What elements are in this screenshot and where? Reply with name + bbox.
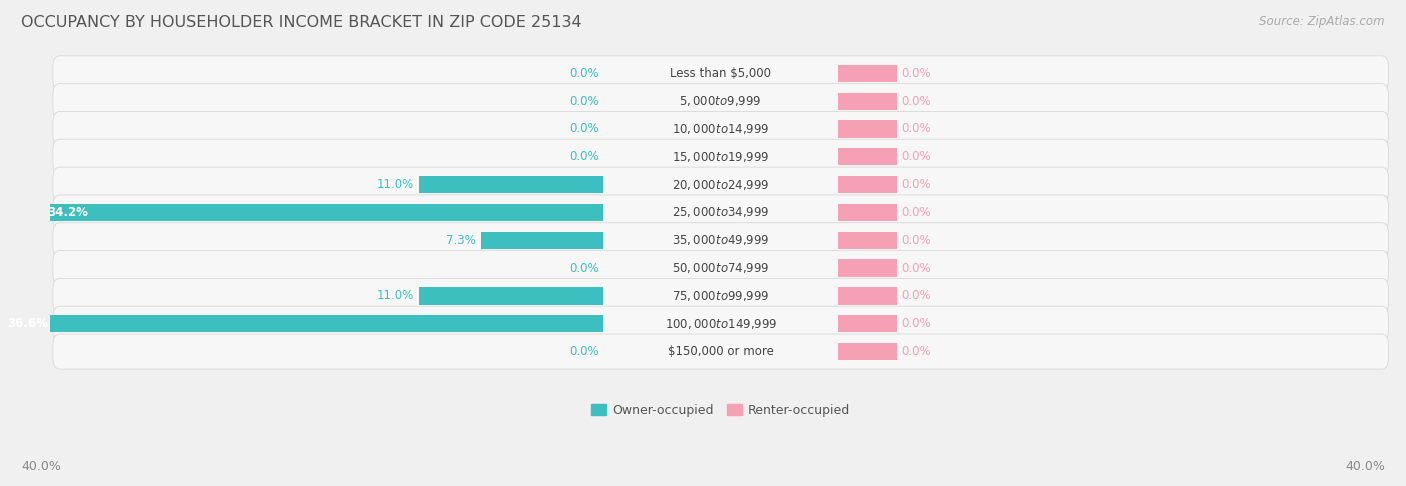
- FancyBboxPatch shape: [53, 111, 1389, 146]
- Bar: [838, 232, 897, 249]
- Text: 0.0%: 0.0%: [901, 345, 931, 358]
- Bar: [838, 260, 897, 277]
- Text: 0.0%: 0.0%: [901, 317, 931, 330]
- FancyBboxPatch shape: [53, 84, 1389, 119]
- Bar: [838, 343, 897, 360]
- Text: 0.0%: 0.0%: [901, 289, 931, 302]
- Bar: [419, 176, 603, 193]
- Text: 0.0%: 0.0%: [901, 122, 931, 136]
- Text: 34.2%: 34.2%: [46, 206, 89, 219]
- Text: $20,000 to $24,999: $20,000 to $24,999: [672, 177, 769, 191]
- FancyBboxPatch shape: [53, 278, 1389, 313]
- Text: $100,000 to $149,999: $100,000 to $149,999: [665, 317, 778, 330]
- Text: $75,000 to $99,999: $75,000 to $99,999: [672, 289, 769, 303]
- Text: 40.0%: 40.0%: [21, 460, 60, 473]
- Bar: [0, 315, 603, 332]
- Text: Less than $5,000: Less than $5,000: [671, 67, 772, 80]
- FancyBboxPatch shape: [53, 251, 1389, 286]
- Bar: [838, 204, 897, 221]
- Bar: [838, 121, 897, 138]
- Text: 0.0%: 0.0%: [901, 178, 931, 191]
- Text: $150,000 or more: $150,000 or more: [668, 345, 773, 358]
- Text: OCCUPANCY BY HOUSEHOLDER INCOME BRACKET IN ZIP CODE 25134: OCCUPANCY BY HOUSEHOLDER INCOME BRACKET …: [21, 15, 582, 30]
- Text: 11.0%: 11.0%: [377, 289, 413, 302]
- FancyBboxPatch shape: [53, 223, 1389, 258]
- Text: 11.0%: 11.0%: [377, 178, 413, 191]
- Text: 0.0%: 0.0%: [901, 206, 931, 219]
- FancyBboxPatch shape: [53, 195, 1389, 230]
- Bar: [481, 232, 603, 249]
- Text: 40.0%: 40.0%: [1346, 460, 1385, 473]
- Text: 36.6%: 36.6%: [7, 317, 48, 330]
- Text: 7.3%: 7.3%: [446, 234, 477, 247]
- Legend: Owner-occupied, Renter-occupied: Owner-occupied, Renter-occupied: [586, 399, 855, 422]
- Text: 0.0%: 0.0%: [901, 150, 931, 163]
- Bar: [838, 92, 897, 110]
- Text: 0.0%: 0.0%: [901, 67, 931, 80]
- Text: 0.0%: 0.0%: [901, 234, 931, 247]
- Text: $25,000 to $34,999: $25,000 to $34,999: [672, 206, 769, 220]
- Bar: [838, 315, 897, 332]
- Text: $15,000 to $19,999: $15,000 to $19,999: [672, 150, 769, 164]
- Text: Source: ZipAtlas.com: Source: ZipAtlas.com: [1260, 15, 1385, 28]
- FancyBboxPatch shape: [53, 334, 1389, 369]
- FancyBboxPatch shape: [53, 167, 1389, 202]
- Text: 0.0%: 0.0%: [569, 261, 599, 275]
- FancyBboxPatch shape: [53, 306, 1389, 341]
- Bar: [419, 287, 603, 305]
- Text: 0.0%: 0.0%: [569, 122, 599, 136]
- Text: $10,000 to $14,999: $10,000 to $14,999: [672, 122, 769, 136]
- Bar: [31, 204, 603, 221]
- Text: $50,000 to $74,999: $50,000 to $74,999: [672, 261, 769, 275]
- Text: $5,000 to $9,999: $5,000 to $9,999: [679, 94, 762, 108]
- Bar: [838, 287, 897, 305]
- FancyBboxPatch shape: [53, 139, 1389, 174]
- Text: $35,000 to $49,999: $35,000 to $49,999: [672, 233, 769, 247]
- FancyBboxPatch shape: [53, 56, 1389, 91]
- Text: 0.0%: 0.0%: [901, 95, 931, 108]
- Text: 0.0%: 0.0%: [901, 261, 931, 275]
- Text: 0.0%: 0.0%: [569, 67, 599, 80]
- Bar: [838, 148, 897, 165]
- Text: 0.0%: 0.0%: [569, 95, 599, 108]
- Text: 0.0%: 0.0%: [569, 150, 599, 163]
- Bar: [838, 176, 897, 193]
- Text: 0.0%: 0.0%: [569, 345, 599, 358]
- Bar: [838, 65, 897, 82]
